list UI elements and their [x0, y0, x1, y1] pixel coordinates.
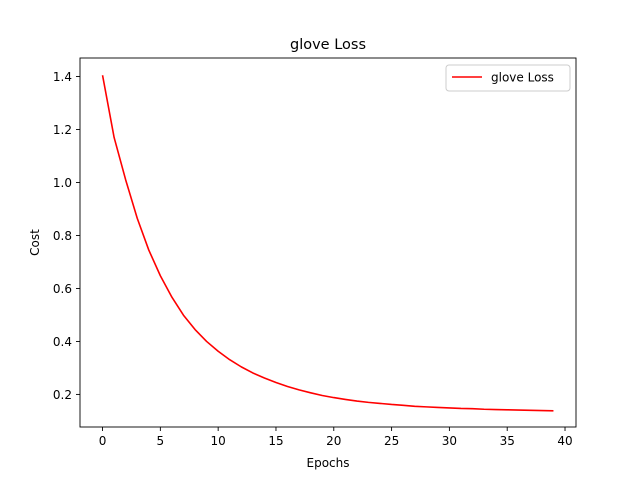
- x-tick-label: 20: [326, 434, 341, 448]
- x-tick-label: 40: [557, 434, 572, 448]
- series-layer: [101, 75, 554, 412]
- y-tick-label: 1.0: [53, 176, 72, 190]
- y-tick-label: 0.6: [53, 282, 72, 296]
- x-axis-ticks: 0 5 10 15 20 25 30 35 40: [99, 427, 573, 448]
- y-tick-label: 1.2: [53, 123, 72, 137]
- y-tick-label: 0.4: [53, 335, 72, 349]
- legend: glove Loss: [445, 64, 571, 92]
- x-tick-label: 10: [211, 434, 226, 448]
- legend-box: [445, 64, 571, 92]
- x-tick-label: 25: [384, 434, 399, 448]
- x-tick-label: 15: [268, 434, 283, 448]
- y-axis-label: Cost: [28, 229, 42, 256]
- y-axis-ticks: 0.2 0.4 0.6 0.8 1.0 1.2 1.4: [53, 70, 80, 402]
- y-tick-label: 1.4: [53, 70, 72, 84]
- x-tick-label: 35: [500, 434, 515, 448]
- x-tick-label: 0: [99, 434, 107, 448]
- series-line-glove-loss: [101, 75, 554, 412]
- y-tick-label: 0.8: [53, 229, 72, 243]
- plot-area-frame: [79, 57, 577, 428]
- legend-label-glove-loss: glove Loss: [491, 71, 554, 85]
- y-tick-label: 0.2: [53, 388, 72, 402]
- x-axis-label: Epochs: [307, 456, 350, 470]
- x-tick-label: 30: [442, 434, 457, 448]
- chart-title: glove Loss: [290, 37, 366, 53]
- x-tick-label: 5: [157, 434, 165, 448]
